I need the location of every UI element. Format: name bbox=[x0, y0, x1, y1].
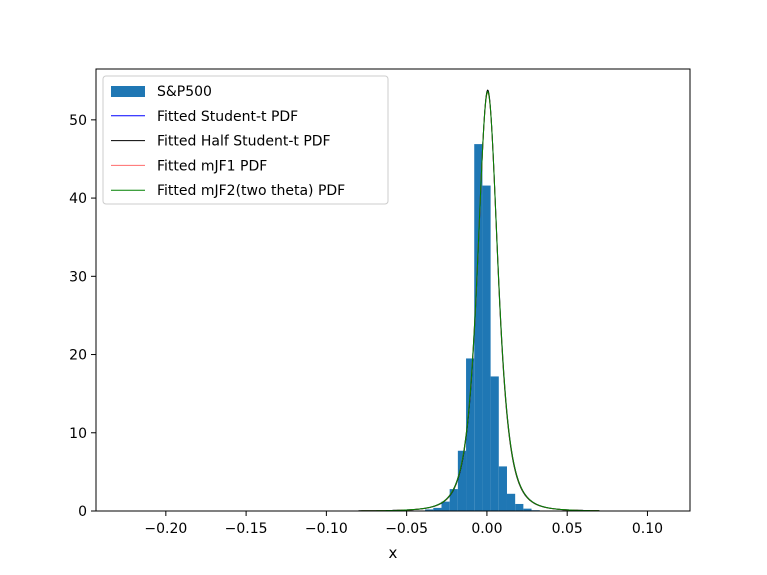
histogram-bar-6 bbox=[474, 144, 483, 511]
legend-label-2: Fitted Half Student-t PDF bbox=[157, 134, 331, 150]
y-axis: 0 10 20 30 40 50 bbox=[69, 113, 96, 520]
histogram-bar-9 bbox=[498, 466, 507, 511]
legend-label-4: Fitted mJF2(two theta) PDF bbox=[157, 183, 345, 199]
pdf-line-3 bbox=[358, 91, 600, 512]
y-tick-label-2: 20 bbox=[69, 348, 87, 364]
x-tick-label-6: 0.10 bbox=[632, 521, 663, 537]
legend-label-3: Fitted mJF1 PDF bbox=[157, 158, 267, 174]
histogram-bar-0 bbox=[425, 509, 434, 511]
histogram-bar-5 bbox=[466, 358, 475, 511]
histogram-bar-3 bbox=[449, 489, 458, 511]
y-tick-label-0: 0 bbox=[78, 504, 87, 520]
x-tick-label-2: −0.10 bbox=[305, 521, 348, 537]
legend-box bbox=[102, 75, 389, 205]
x-axis: −0.20 −0.15 −0.10 −0.05 0.00 0.05 0.10 bbox=[144, 511, 663, 537]
histogram-bar-8 bbox=[490, 376, 499, 511]
histogram-bar-10 bbox=[506, 493, 516, 511]
histogram-bar-7 bbox=[482, 185, 491, 511]
x-tick-label-3: −0.05 bbox=[385, 521, 428, 537]
legend-label-0: S&P500 bbox=[157, 84, 212, 100]
y-tick-label-1: 10 bbox=[69, 426, 87, 442]
histogram-bar-11 bbox=[515, 503, 524, 511]
histogram-bar-12 bbox=[523, 508, 532, 511]
legend-label-1: Fitted Student-t PDF bbox=[157, 109, 298, 125]
x-tick-label-0: −0.20 bbox=[144, 521, 187, 537]
legend-swatch-0 bbox=[111, 86, 145, 97]
histogram-bars bbox=[425, 144, 540, 511]
legend: S&P500 Fitted Student-t PDF Fitted Half St… bbox=[102, 75, 389, 205]
histogram-bar-2 bbox=[441, 501, 450, 511]
x-axis-title: x bbox=[389, 544, 398, 562]
legend-items: S&P500 Fitted Student-t PDF Fitted Half St… bbox=[111, 84, 345, 199]
y-tick-label-3: 30 bbox=[69, 269, 87, 285]
y-tick-label-4: 40 bbox=[69, 191, 87, 207]
histogram-bar-1 bbox=[433, 507, 442, 511]
y-tick-label-5: 50 bbox=[69, 113, 87, 129]
plot-frame bbox=[95, 68, 691, 512]
histogram-bar-4 bbox=[457, 450, 467, 511]
pdf-lines bbox=[358, 89, 600, 512]
plot-area bbox=[95, 68, 691, 512]
x-tick-label-5: 0.05 bbox=[552, 521, 583, 537]
x-tick-label-1: −0.15 bbox=[225, 521, 268, 537]
x-tick-label-4: 0.00 bbox=[471, 521, 502, 537]
